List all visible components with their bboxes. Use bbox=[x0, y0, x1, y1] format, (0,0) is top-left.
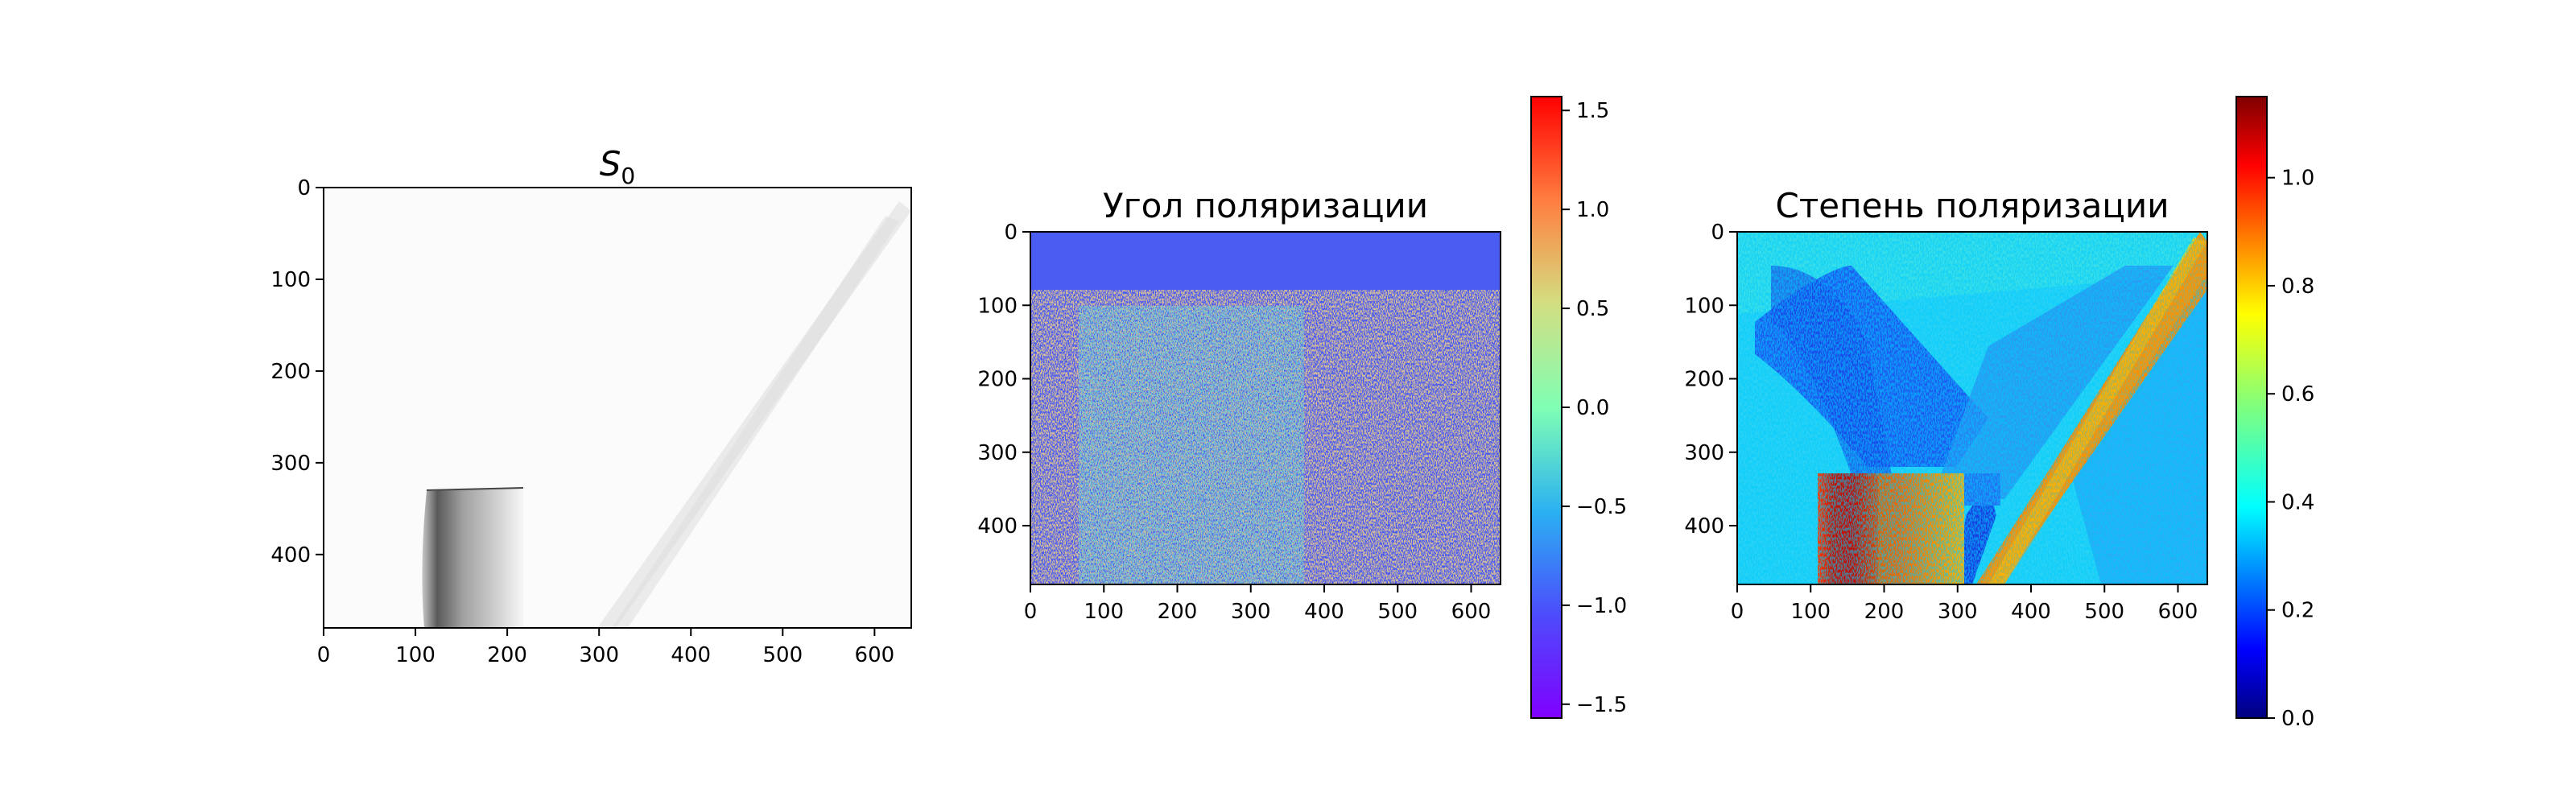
x-tick-label: 300 bbox=[579, 643, 619, 667]
s0-title-main: S bbox=[600, 144, 621, 184]
angle-y-axis: 0 100 200 300 400 bbox=[977, 221, 1030, 539]
colorbar-tick-label: −0.5 bbox=[1576, 495, 1627, 519]
y-tick-label: 200 bbox=[977, 368, 1018, 392]
s0-frame bbox=[323, 187, 912, 629]
degree-panel: Степень поляризации 0 100 200 300 400 500 600 … bbox=[1684, 96, 2314, 731]
angle-x-axis: 0 100 200 300 400 500 600 bbox=[1024, 584, 1492, 624]
colorbar-tick-label: −1.0 bbox=[1576, 594, 1627, 618]
angle-panel: Угол поляризации 0 100 200 300 400 500 600 0 10… bbox=[977, 96, 1627, 719]
degree-colorbar bbox=[2236, 97, 2267, 718]
colorbar-tick-label: −1.5 bbox=[1576, 693, 1627, 717]
y-tick-label: 200 bbox=[1684, 368, 1724, 392]
colorbar-tick-label: 0.2 bbox=[2281, 599, 2314, 623]
colorbar-tick-label: 1.0 bbox=[1576, 198, 1609, 222]
x-tick-label: 600 bbox=[1451, 600, 1492, 624]
y-tick-label: 400 bbox=[977, 514, 1018, 539]
y-tick-label: 200 bbox=[270, 360, 311, 384]
x-tick-label: 100 bbox=[395, 643, 436, 667]
colorbar-tick-label: 1.0 bbox=[2281, 167, 2314, 191]
x-tick-label: 200 bbox=[487, 643, 527, 667]
colorbar-tick-label: 0.5 bbox=[1576, 297, 1609, 321]
x-tick-label: 400 bbox=[671, 643, 711, 667]
s0-title: S0 bbox=[600, 144, 636, 189]
degree-frame bbox=[1736, 231, 2208, 585]
angle-frame bbox=[1030, 231, 1501, 585]
x-tick-label: 0 bbox=[1024, 600, 1038, 624]
s0-image bbox=[324, 188, 911, 628]
x-tick-label: 600 bbox=[855, 643, 895, 667]
degree-image bbox=[1737, 232, 2207, 584]
degree-x-axis: 0 100 200 300 400 500 600 bbox=[1731, 584, 2198, 624]
colorbar-tick-label: 0.8 bbox=[2281, 275, 2314, 299]
s0-title-subscript: 0 bbox=[621, 163, 635, 189]
x-tick-label: 500 bbox=[2084, 600, 2124, 624]
s0-x-axis: 0 100 200 300 400 500 600 bbox=[317, 628, 894, 667]
s0-y-axis: 0 100 200 300 400 bbox=[270, 176, 324, 568]
colorbar-tick-label: 0.0 bbox=[2281, 707, 2314, 731]
y-tick-label: 300 bbox=[977, 441, 1018, 465]
x-tick-label: 100 bbox=[1790, 600, 1831, 624]
degree-colorbar-ticks: 1.0 0.8 0.6 0.4 0.2 0.0 bbox=[2267, 167, 2314, 731]
x-tick-label: 300 bbox=[1231, 600, 1271, 624]
x-tick-label: 0 bbox=[1731, 600, 1744, 624]
angle-image bbox=[1030, 232, 1501, 584]
colorbar-tick-label: 0.0 bbox=[1576, 396, 1609, 420]
colorbar-tick-label: 1.5 bbox=[1576, 99, 1609, 123]
y-tick-label: 0 bbox=[297, 176, 311, 200]
x-tick-label: 500 bbox=[1377, 600, 1418, 624]
y-tick-label: 0 bbox=[1711, 221, 1724, 245]
x-tick-label: 100 bbox=[1084, 600, 1124, 624]
x-tick-label: 400 bbox=[1304, 600, 1344, 624]
y-tick-label: 300 bbox=[270, 452, 311, 476]
x-tick-label: 600 bbox=[2158, 600, 2198, 624]
x-tick-label: 200 bbox=[1158, 600, 1198, 624]
y-tick-label: 300 bbox=[1684, 441, 1724, 465]
angle-title: Угол поляризации bbox=[1103, 186, 1428, 225]
x-tick-label: 200 bbox=[1864, 600, 1905, 624]
colorbar-tick-label: 0.6 bbox=[2281, 382, 2314, 407]
degree-title: Степень поляризации bbox=[1776, 186, 2169, 225]
y-tick-label: 400 bbox=[270, 543, 311, 568]
s0-dark-block bbox=[422, 488, 523, 628]
x-tick-label: 500 bbox=[762, 643, 803, 667]
y-tick-label: 0 bbox=[1004, 221, 1018, 245]
y-tick-label: 100 bbox=[977, 294, 1018, 318]
colorbar-tick-label: 0.4 bbox=[2281, 490, 2314, 514]
y-tick-label: 100 bbox=[1684, 294, 1724, 318]
y-tick-label: 400 bbox=[1684, 514, 1724, 539]
y-tick-label: 100 bbox=[270, 268, 311, 292]
x-tick-label: 0 bbox=[317, 643, 331, 667]
angle-colorbar bbox=[1531, 97, 1562, 718]
degree-colorbar-frame bbox=[2235, 96, 2268, 719]
x-tick-label: 300 bbox=[1938, 600, 1978, 624]
angle-colorbar-ticks: 1.5 1.0 0.5 0.0 −0.5 −1.0 −1.5 bbox=[1562, 99, 1627, 717]
degree-y-axis: 0 100 200 300 400 bbox=[1684, 221, 1737, 539]
x-tick-label: 400 bbox=[2011, 600, 2051, 624]
